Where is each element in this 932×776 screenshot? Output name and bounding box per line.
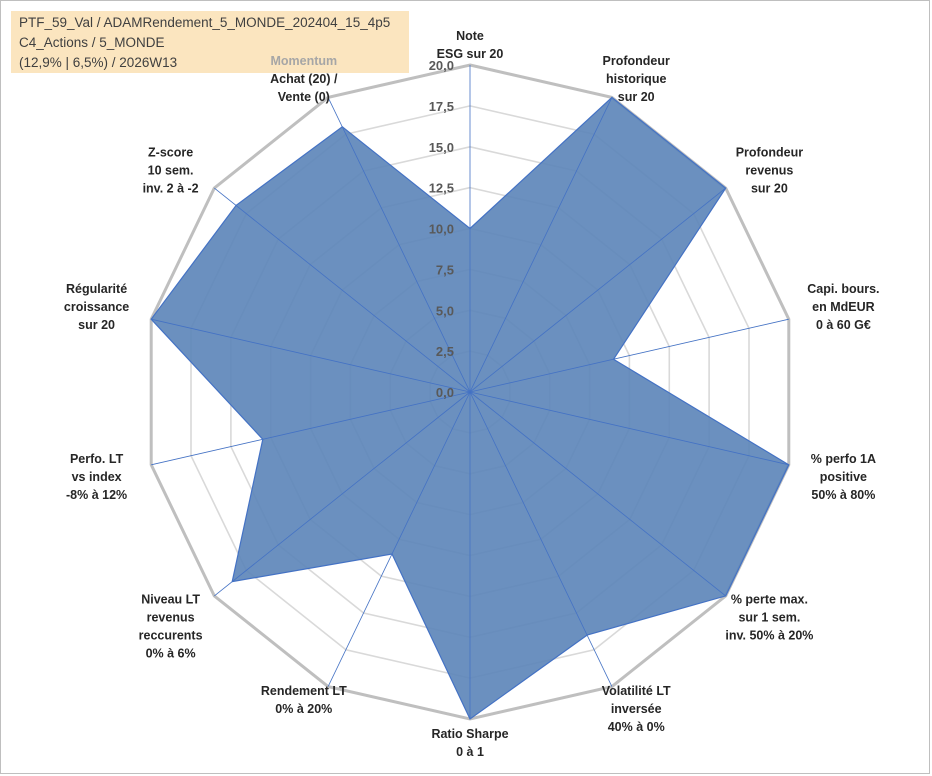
chart-title-box: PTF_59_Val / ADAMRendement_5_MONDE_20240… [11,11,409,73]
axis-label-11-line-0: Régularité [66,282,127,296]
axis-label-11-line-2: sur 20 [78,318,115,332]
axis-label-12-line-2: inv. 2 à -2 [143,182,199,196]
axis-label-11-line-1: croissance [64,300,129,314]
axis-label-1-line-0: Profondeur [603,54,670,68]
radar-axis-labels: Note ESG sur 20 Profondeur historique sur 20… [64,29,880,759]
spoke-13 [327,97,471,393]
axis-label-11: Régularité croissance sur 20 [64,282,129,332]
spoke-3 [469,318,789,393]
axis-label-9-line-3: 0% à 6% [146,646,196,660]
axis-label-0: Note ESG sur 20 [437,29,504,61]
axis-label-10-line-1: vs index [72,470,122,484]
axis-label-13-line-2: Vente (0) [278,90,330,104]
axis-label-12-line-1: 10 sem. [148,164,194,178]
chart-title-line-3: (12,9% | 6,5%) / 2026W13 [19,55,178,70]
axis-label-2: Profondeur revenus sur 20 [736,146,803,196]
axis-label-10: Perfo. LT vs index -8% à 12% [66,452,127,502]
axis-label-13-line-0: Momentum [270,54,337,68]
axis-label-5: % perte max. sur 1 sem. inv. 50% à 20% [725,592,813,642]
spoke-2 [469,187,726,393]
axis-label-10-line-0: Perfo. LT [70,452,124,466]
axis-label-0-line-1: ESG sur 20 [437,47,504,61]
axis-label-12-line-0: Z-score [148,146,193,160]
axis-label-0-line-0: Note [456,29,484,43]
axis-label-1-line-2: sur 20 [618,90,655,104]
axis-label-2-line-0: Profondeur [736,146,803,160]
tick-label-3: 7,5 [436,262,454,277]
spoke-9 [214,391,471,597]
axis-label-8-line-0: Rendement LT [261,684,347,698]
tick-label-7: 17,5 [429,99,454,114]
radar-spokes [151,65,789,719]
axis-label-1-line-1: historique [606,72,666,86]
spoke-1 [469,97,613,393]
spoke-5 [469,391,726,597]
axis-label-7-line-1: 0 à 1 [456,745,484,759]
tick-label-5: 12,5 [429,181,454,196]
spoke-12 [214,187,471,393]
axis-label-3-line-1: en MdEUR [812,300,875,314]
axis-label-4-line-0: % perfo 1A [811,452,876,466]
tick-label-2: 5,0 [436,303,454,318]
spoke-4 [469,391,789,466]
spoke-10 [151,391,471,466]
axis-label-6: Volatilité LT inversée 40% à 0% [602,684,671,734]
tick-label-6: 15,0 [429,140,454,155]
axis-label-6-line-0: Volatilité LT [602,684,671,698]
axis-label-7: Ratio Sharpe 0 à 1 [431,727,508,759]
axis-label-2-line-1: revenus [745,164,793,178]
axis-label-7-line-0: Ratio Sharpe [431,727,508,741]
axis-label-5-line-0: % perte max. [731,592,808,606]
axis-label-4-line-1: positive [820,470,867,484]
axis-label-5-line-2: inv. 50% à 20% [725,628,813,642]
spoke-6 [469,391,613,687]
axis-label-6-line-1: inversée [611,702,662,716]
axis-label-9: Niveau LT revenus reccurents 0% à 6% [139,592,203,660]
axis-label-9-line-0: Niveau LT [141,592,200,606]
tick-label-8: 20,0 [429,58,454,73]
axis-label-9-line-2: reccurents [139,628,203,642]
axis-label-3-line-0: Capi. bours. [807,282,879,296]
radar-tick-labels: 0,0 2,5 5,0 7,5 10,0 12,5 15,0 17,5 20,0 [429,58,454,400]
axis-label-10-line-2: -8% à 12% [66,488,127,502]
axis-label-8: Rendement LT 0% à 20% [261,684,347,716]
axis-label-13-line-1: Achat (20) / [270,72,338,86]
chart-title-line-1: PTF_59_Val / ADAMRendement_5_MONDE_20240… [19,15,391,30]
tick-label-0: 0,0 [436,385,454,400]
chart-title-line-2: C4_Actions / 5_MONDE [19,35,165,50]
axis-label-2-line-2: sur 20 [751,182,788,196]
axis-label-9-line-1: revenus [147,610,195,624]
axis-label-13: Momentum Achat (20) / Vente (0) [270,54,338,104]
axis-label-4: % perfo 1A positive 50% à 80% [811,452,876,502]
axis-label-6-line-2: 40% à 0% [608,720,665,734]
tick-label-4: 10,0 [429,222,454,237]
spoke-11 [151,318,471,393]
spoke-8 [327,391,471,687]
axis-label-4-line-2: 50% à 80% [811,488,875,502]
axis-label-1: Profondeur historique sur 20 [603,54,670,104]
axis-label-3: Capi. bours. en MdEUR 0 à 60 G€ [807,282,879,332]
axis-label-3-line-2: 0 à 60 G€ [816,318,871,332]
axis-label-12: Z-score 10 sem. inv. 2 à -2 [143,146,199,196]
tick-label-1: 2,5 [436,344,454,359]
axis-label-5-line-1: sur 1 sem. [738,610,800,624]
axis-label-8-line-1: 0% à 20% [275,702,332,716]
